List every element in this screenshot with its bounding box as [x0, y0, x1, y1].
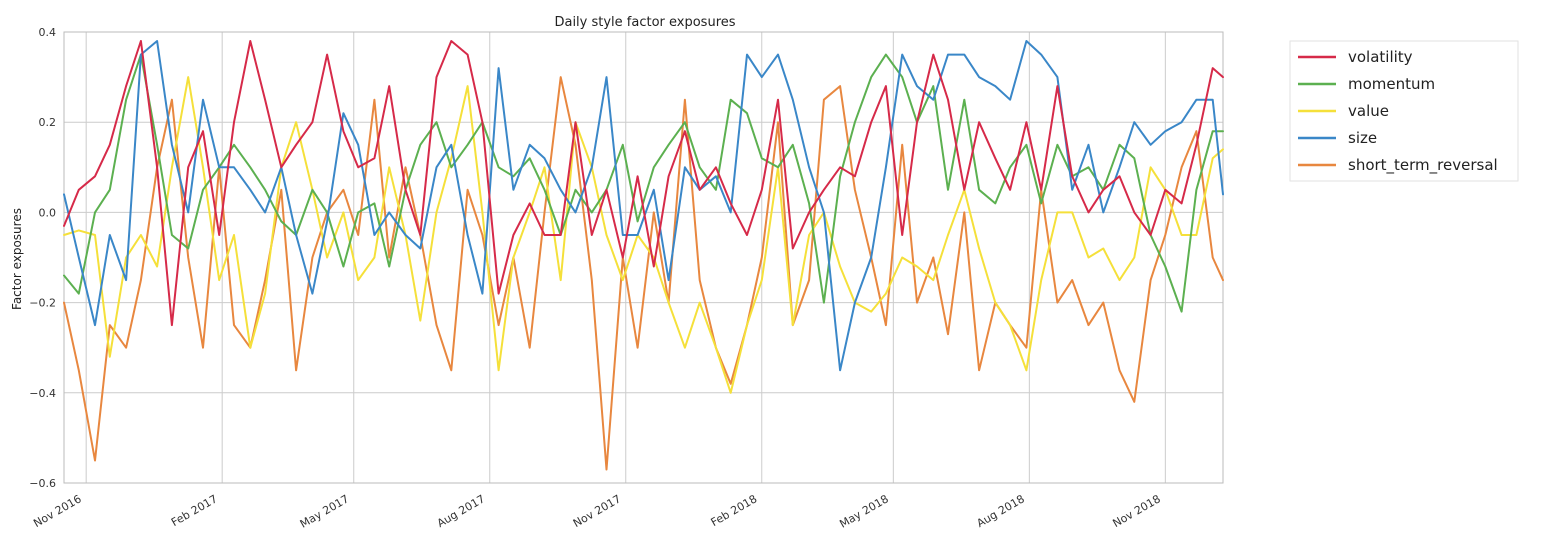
chart-title: Daily style factor exposures	[554, 15, 735, 30]
y-tick-label: −0.2	[29, 297, 56, 310]
y-tick-label: −0.4	[29, 387, 56, 400]
legend-label-volatility: volatility	[1348, 48, 1413, 66]
legend-label-value: value	[1348, 102, 1389, 120]
series-line-short-term-reversal	[63, 76, 1224, 471]
y-tick-labels: −0.6 −0.4 −0.2 0.0 0.2 0.4	[29, 26, 56, 490]
series-line-momentum	[63, 53, 1224, 313]
legend: volatility momentum value size short_term_re…	[1289, 40, 1519, 182]
series-line-value	[63, 76, 1224, 394]
y-tick-label: −0.6	[29, 477, 56, 490]
y-axis-label: Factor exposures	[10, 208, 24, 310]
legend-label-size: size	[1348, 129, 1377, 147]
series-lines	[63, 40, 1224, 471]
y-tick-label: 0.2	[39, 116, 57, 129]
y-tick-label: 0.0	[39, 206, 57, 219]
legend-label-short-term-reversal: short_term_reversal	[1348, 156, 1498, 175]
y-tick-label: 0.4	[39, 26, 57, 39]
legend-label-momentum: momentum	[1348, 75, 1435, 93]
series-line-volatility	[63, 40, 1224, 327]
series-line-size	[63, 40, 1224, 372]
plot-frame	[63, 31, 1224, 484]
